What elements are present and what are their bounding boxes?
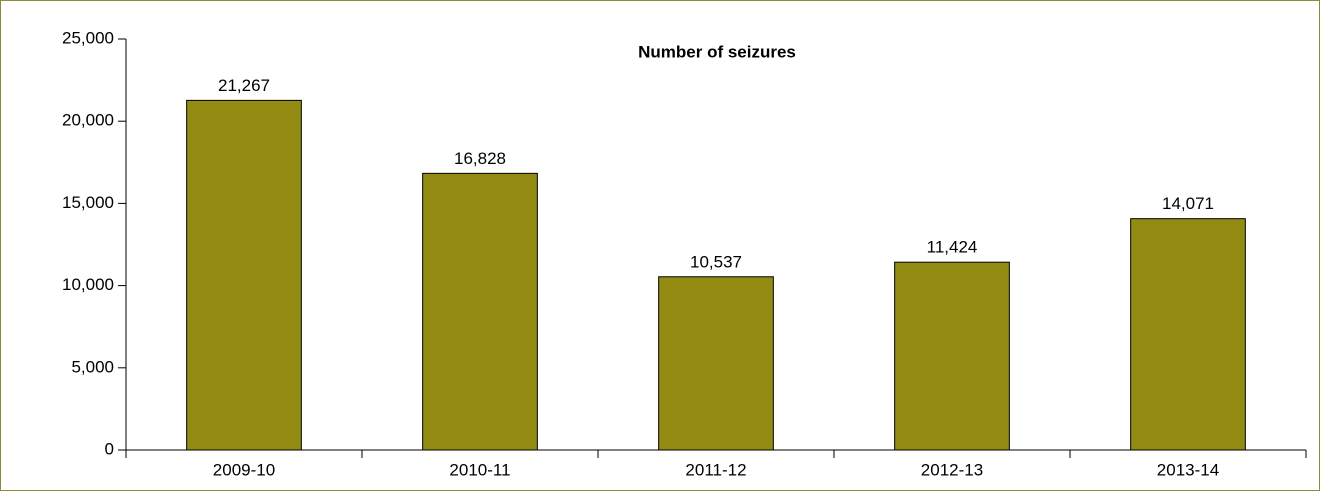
y-tick-label: 15,000 <box>62 193 114 212</box>
bar <box>1130 218 1246 451</box>
y-tick-label: 0 <box>105 439 114 458</box>
data-label: 16,828 <box>454 149 506 168</box>
x-tick-label: 2010-11 <box>449 460 510 479</box>
bar <box>894 261 1010 451</box>
y-tick-label: 20,000 <box>62 111 114 130</box>
bar <box>658 276 774 451</box>
x-tick-label: 2012-13 <box>921 460 983 479</box>
y-tick-label: 25,000 <box>62 28 114 47</box>
x-tick-label: 2009-10 <box>213 460 275 479</box>
data-label: 10,537 <box>690 252 742 271</box>
x-tick-label: 2013-14 <box>1157 460 1219 479</box>
data-label: 21,267 <box>218 76 270 95</box>
chart-title: Number of seizures <box>638 42 796 61</box>
y-tick-label: 5,000 <box>71 357 114 376</box>
y-tick-label: 10,000 <box>62 275 114 294</box>
bar <box>422 172 538 451</box>
bar <box>186 99 302 451</box>
x-tick-label: 2011-12 <box>685 460 746 479</box>
data-label: 14,071 <box>1162 194 1214 213</box>
data-label: 11,424 <box>927 238 978 257</box>
